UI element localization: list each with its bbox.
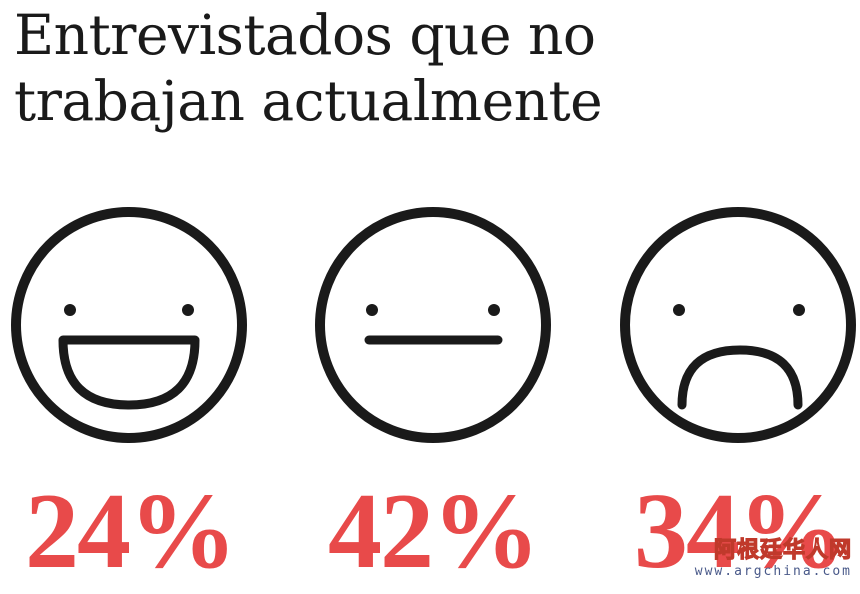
neutral-face-icon bbox=[315, 207, 551, 443]
value-label-happy: 24% bbox=[25, 472, 237, 591]
watermark-url: www.argchina.com bbox=[694, 564, 852, 579]
value-label-sad: 34% bbox=[634, 472, 846, 591]
happy-face-icon bbox=[11, 207, 247, 443]
faces-pictogram bbox=[11, 207, 856, 443]
chart-title-line-1: Entrevistados que no bbox=[14, 3, 596, 67]
watermark-name: 阿根廷华人网 bbox=[713, 537, 852, 563]
chart-title-line-2: trabajan actualmente bbox=[14, 69, 603, 133]
watermark: 阿根廷华人网 www.argchina.com bbox=[632, 537, 852, 588]
chart-title: Entrevistados que no trabajan actualment… bbox=[14, 2, 844, 134]
value-label-neutral: 42% bbox=[328, 472, 540, 591]
sad-face-icon bbox=[620, 207, 856, 443]
